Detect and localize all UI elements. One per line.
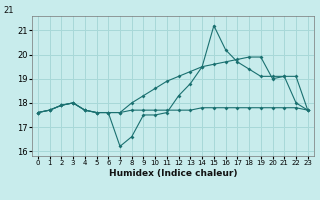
Text: 21: 21 [4,6,14,15]
X-axis label: Humidex (Indice chaleur): Humidex (Indice chaleur) [108,169,237,178]
